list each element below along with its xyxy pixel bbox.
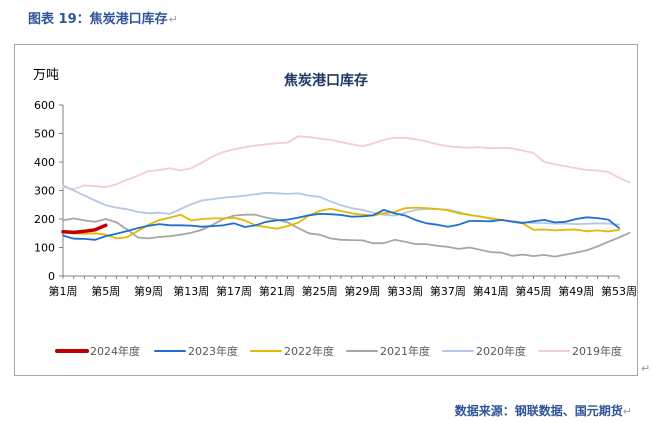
x-tick-label: 第53周: [601, 284, 637, 298]
data-source-note: 数据来源：钢联数据、国元期货↵: [455, 402, 632, 419]
x-tick-label: 第45周: [515, 284, 551, 298]
x-tick-label: 第9周: [134, 284, 163, 298]
y-tick-label: 500: [34, 128, 55, 141]
x-tick-label: 第13周: [173, 284, 209, 298]
x-tick-label: 第25周: [302, 284, 338, 298]
x-tick-label: 第5周: [91, 284, 120, 298]
x-tick-label: 第1周: [49, 284, 78, 298]
y-axis-label: 万吨: [33, 68, 59, 83]
chart-legend: 2024年度 2023年度 2022年度 2021年度 2020年度 2019年度: [55, 344, 622, 358]
return-mark-icon: ↵: [168, 13, 178, 26]
series-line-2023: [62, 208, 620, 241]
legend-label-2022: 2022年度: [284, 344, 334, 358]
figure-caption-text: 图表 19：焦炭港口库存: [28, 12, 168, 27]
x-tick-label: 第29周: [344, 284, 380, 298]
return-mark-icon: ↵: [641, 362, 651, 375]
y-tick-label: 100: [34, 242, 55, 255]
y-tick-label: 400: [34, 156, 55, 169]
y-tick-label: 200: [34, 213, 55, 226]
y-tick-label: 300: [34, 185, 55, 198]
data-source-text: 数据来源：钢联数据、国元期货: [454, 404, 623, 418]
legend-label-2024: 2024年度: [90, 344, 140, 358]
y-tick-label: 0: [48, 270, 55, 283]
x-tick-label: 第21周: [259, 284, 295, 298]
y-tick-label: 600: [34, 99, 55, 112]
series-line-2019: [62, 135, 631, 191]
x-tick-label: 第17周: [216, 284, 252, 298]
chart-series: [61, 135, 631, 258]
series-line-2024: [61, 223, 108, 235]
x-tick-label: 第33周: [387, 284, 423, 298]
x-tick-label: 第41周: [473, 284, 509, 298]
series-line-2021: [62, 213, 631, 258]
series-line-2020: [62, 184, 620, 226]
legend-label-2020: 2020年度: [476, 344, 526, 358]
chart-title: 焦炭港口库存: [283, 72, 368, 89]
chart-panel: 焦炭港口库存 万吨 0 100 200 300 400 500 600 第1周 第5周 第9周 第1…: [14, 44, 638, 376]
chart-axes: 0 100 200 300 400 500 600 第1周 第5周 第9周 第13周 第17周 第21周…: [34, 99, 637, 298]
legend-label-2021: 2021年度: [380, 344, 430, 358]
series-line-2022: [62, 206, 620, 240]
x-tick-label: 第49周: [558, 284, 594, 298]
x-tick-label: 第37周: [430, 284, 466, 298]
figure-caption: 图表 19：焦炭港口库存↵: [28, 8, 178, 27]
legend-label-2019: 2019年度: [572, 344, 622, 358]
return-mark-icon: ↵: [622, 405, 632, 418]
legend-label-2023: 2023年度: [188, 344, 238, 358]
